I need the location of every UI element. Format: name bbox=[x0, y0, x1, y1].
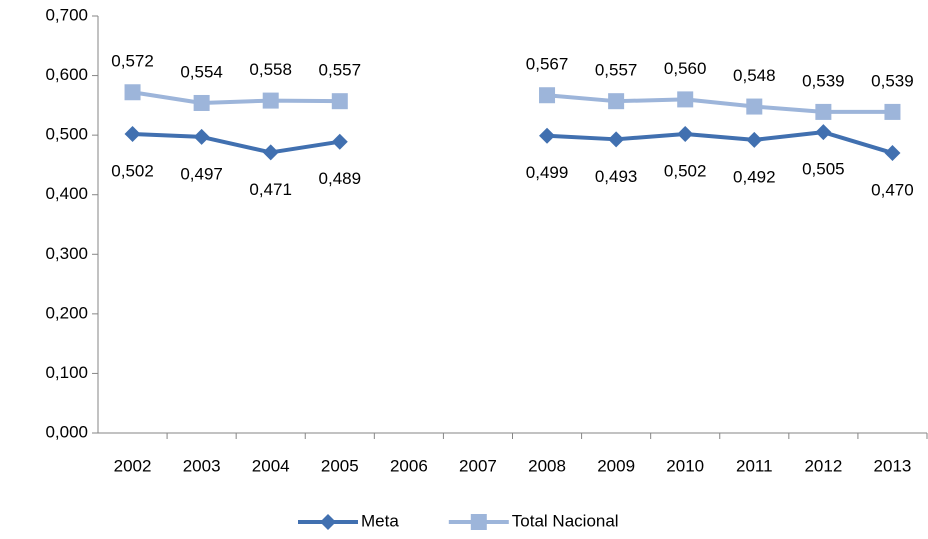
y-tick-label: 0,000 bbox=[45, 422, 88, 441]
x-tick-label: 2012 bbox=[804, 456, 842, 475]
data-label: 0,560 bbox=[664, 59, 707, 78]
data-point bbox=[124, 84, 141, 101]
x-tick-label: 2010 bbox=[666, 456, 704, 475]
data-point bbox=[193, 128, 210, 145]
x-tick-label: 2005 bbox=[321, 456, 359, 475]
series-line bbox=[132, 90, 893, 114]
x-tick-label: 2011 bbox=[736, 456, 773, 475]
x-tick-label: 2002 bbox=[114, 456, 152, 475]
data-point bbox=[608, 131, 625, 148]
data-point bbox=[331, 133, 348, 150]
legend-label: Meta bbox=[361, 511, 399, 530]
data-label: 0,554 bbox=[180, 62, 223, 81]
data-point bbox=[539, 87, 556, 104]
data-label: 0,492 bbox=[733, 167, 776, 186]
data-point bbox=[746, 98, 763, 115]
data-label: 0,489 bbox=[319, 169, 362, 188]
x-tick-label: 2009 bbox=[597, 456, 635, 475]
legend-marker bbox=[320, 514, 336, 530]
data-label: 0,567 bbox=[526, 55, 569, 74]
y-tick-label: 0,200 bbox=[45, 303, 88, 322]
data-point bbox=[331, 93, 348, 110]
y-tick-label: 0,600 bbox=[45, 65, 88, 84]
data-label: 0,502 bbox=[111, 161, 154, 180]
data-point bbox=[262, 92, 279, 109]
x-tick-label: 2003 bbox=[183, 456, 221, 475]
data-label: 0,557 bbox=[319, 61, 362, 80]
data-label: 0,493 bbox=[595, 167, 638, 186]
data-label: 0,499 bbox=[526, 163, 569, 182]
y-tick-label: 0,100 bbox=[45, 363, 88, 382]
data-label: 0,497 bbox=[180, 164, 223, 183]
data-label: 0,572 bbox=[111, 52, 154, 71]
legend-label: Total Nacional bbox=[512, 511, 619, 530]
x-tick-label: 2004 bbox=[252, 456, 290, 475]
y-tick-label: 0,300 bbox=[45, 244, 88, 263]
series-line bbox=[132, 130, 894, 155]
data-point bbox=[608, 93, 625, 110]
y-tick-label: 0,700 bbox=[45, 5, 88, 24]
data-point bbox=[884, 103, 901, 120]
data-point bbox=[815, 103, 832, 120]
x-tick-label: 2013 bbox=[874, 456, 912, 475]
x-tick-label: 2006 bbox=[390, 456, 428, 475]
data-point bbox=[677, 91, 694, 108]
data-point bbox=[884, 145, 901, 162]
data-label: 0,539 bbox=[802, 71, 845, 90]
data-label: 0,557 bbox=[595, 61, 638, 80]
data-label: 0,558 bbox=[249, 60, 292, 79]
data-point bbox=[262, 144, 279, 161]
y-tick-label: 0,400 bbox=[45, 184, 88, 203]
data-point bbox=[677, 125, 694, 142]
data-label: 0,548 bbox=[733, 66, 776, 85]
data-label: 0,470 bbox=[871, 180, 914, 199]
data-point bbox=[193, 94, 210, 111]
x-tick-label: 2007 bbox=[459, 456, 497, 475]
data-point bbox=[746, 131, 763, 148]
data-point bbox=[124, 125, 141, 142]
data-label: 0,505 bbox=[802, 160, 845, 179]
data-label: 0,539 bbox=[871, 71, 914, 90]
x-tick-label: 2008 bbox=[528, 456, 566, 475]
data-point bbox=[815, 124, 832, 141]
y-tick-label: 0,500 bbox=[45, 125, 88, 144]
data-label: 0,502 bbox=[664, 161, 707, 180]
legend-marker bbox=[470, 514, 487, 530]
data-label: 0,471 bbox=[249, 180, 292, 199]
data-point bbox=[539, 127, 556, 144]
